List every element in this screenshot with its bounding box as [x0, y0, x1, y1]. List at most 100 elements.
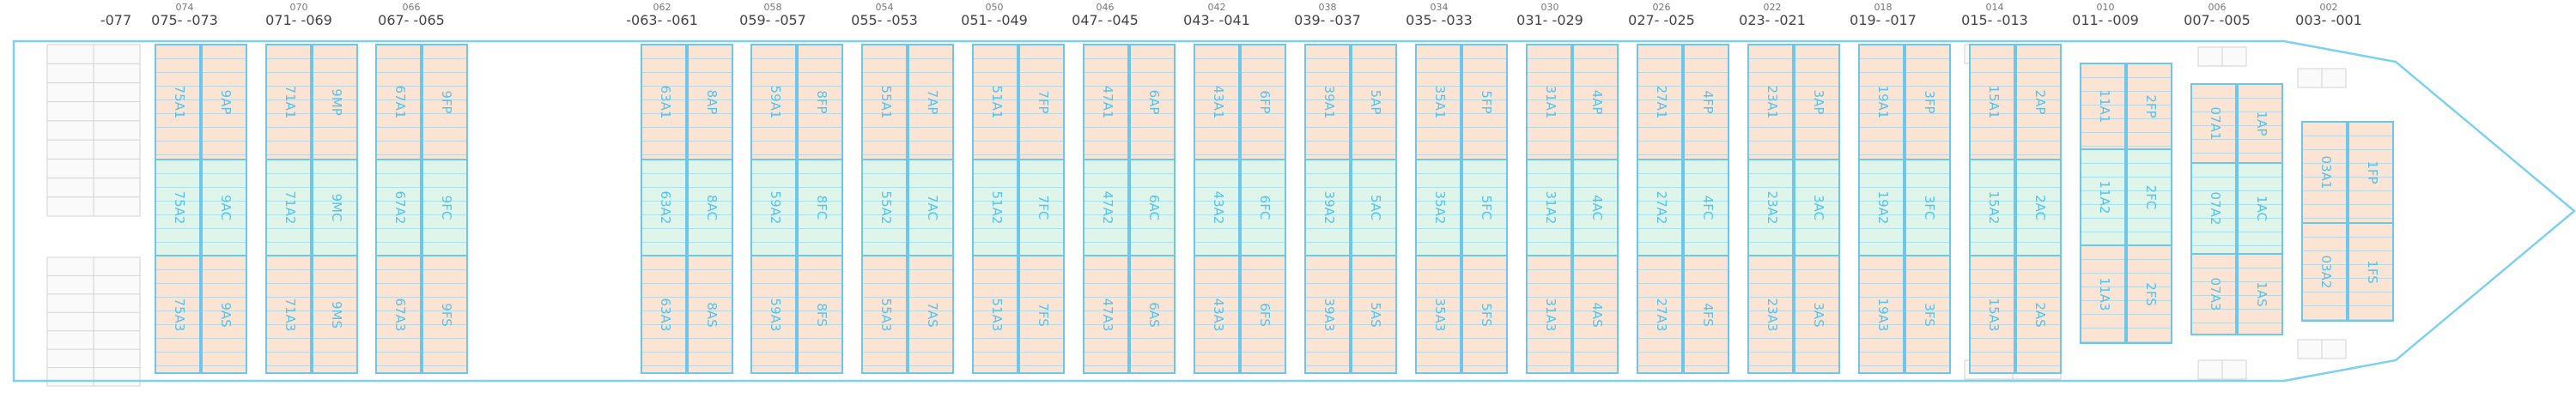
tank-cell[interactable]: 19A2 [1858, 160, 1905, 256]
tank-cell[interactable]: 39A3 [1304, 256, 1351, 373]
tank-cell[interactable]: 4FP [1683, 45, 1729, 160]
tank-cell[interactable]: 35A3 [1415, 256, 1461, 373]
tank-cell[interactable]: 43A1 [1194, 45, 1240, 160]
tank-cell[interactable]: 51A1 [972, 45, 1018, 160]
tank-cell[interactable]: 1AP [2237, 84, 2283, 163]
tank-cell[interactable]: 2AC [2015, 160, 2062, 256]
tank-cell[interactable]: 63A2 [641, 160, 687, 256]
tank-cell[interactable]: 31A1 [1526, 45, 1572, 160]
tank-cell[interactable]: 4AC [1572, 160, 1619, 256]
tank-cell[interactable]: 7AC [908, 160, 954, 256]
tank-cell[interactable]: 27A2 [1637, 160, 1683, 256]
tank-cell[interactable]: 07A2 [2190, 163, 2237, 254]
tank-cell[interactable]: 31A3 [1526, 256, 1572, 373]
tank-cell[interactable]: 1FP [2348, 122, 2394, 223]
tank-cell[interactable]: 39A2 [1304, 160, 1351, 256]
tank-cell[interactable]: 4FS [1683, 256, 1729, 373]
tank-cell[interactable]: 6AP [1129, 45, 1176, 160]
tank-cell[interactable]: 3FC [1905, 160, 1951, 256]
tank-cell[interactable]: 11A2 [2080, 149, 2126, 245]
tank-cell[interactable]: 75A2 [155, 160, 201, 256]
tank-cell[interactable]: 5AC [1351, 160, 1397, 256]
tank-cell[interactable]: 3FS [1905, 256, 1951, 373]
tank-cell[interactable]: 43A3 [1194, 256, 1240, 373]
tank-cell[interactable]: 15A2 [1969, 160, 2015, 256]
tank-cell[interactable]: 19A3 [1858, 256, 1905, 373]
tank-cell[interactable]: 1FS [2348, 223, 2394, 321]
tank-cell[interactable]: 35A2 [1415, 160, 1461, 256]
tank-cell[interactable]: 23A3 [1747, 256, 1794, 373]
tank-cell[interactable]: 75A1 [155, 45, 201, 160]
tank-cell[interactable]: 9AP [201, 45, 247, 160]
tank-cell[interactable]: 3AS [1794, 256, 1840, 373]
tank-cell[interactable]: 03A2 [2301, 223, 2348, 321]
tank-cell[interactable]: 1AS [2237, 254, 2283, 335]
tank-cell[interactable]: 07A3 [2190, 254, 2237, 335]
tank-cell[interactable]: 9FP [422, 45, 468, 160]
tank-cell[interactable]: 7AP [908, 45, 954, 160]
tank-cell[interactable]: 8AC [687, 160, 733, 256]
tank-cell[interactable]: 9FS [422, 256, 468, 373]
tank-cell[interactable]: 5FS [1461, 256, 1508, 373]
tank-cell[interactable]: 71A1 [265, 45, 312, 160]
tank-cell[interactable]: 8AS [687, 256, 733, 373]
tank-cell[interactable]: 47A3 [1083, 256, 1129, 373]
tank-cell[interactable]: 51A2 [972, 160, 1018, 256]
tank-cell[interactable]: 5AS [1351, 256, 1397, 373]
tank-cell[interactable]: 8FP [797, 45, 843, 160]
tank-cell[interactable]: 15A3 [1969, 256, 2015, 373]
tank-cell[interactable]: 3FP [1905, 45, 1951, 160]
tank-cell[interactable]: 31A2 [1526, 160, 1572, 256]
tank-cell[interactable]: 9AS [201, 256, 247, 373]
tank-cell[interactable]: 6FS [1240, 256, 1286, 373]
tank-cell[interactable]: 7AS [908, 256, 954, 373]
tank-cell[interactable]: 3AP [1794, 45, 1840, 160]
tank-cell[interactable]: 6FP [1240, 45, 1286, 160]
tank-cell[interactable]: 7FC [1018, 160, 1065, 256]
tank-cell[interactable]: 47A1 [1083, 45, 1129, 160]
tank-cell[interactable]: 9AC [201, 160, 247, 256]
tank-cell[interactable]: 39A1 [1304, 45, 1351, 160]
tank-cell[interactable]: 67A2 [375, 160, 422, 256]
tank-cell[interactable]: 23A1 [1747, 45, 1794, 160]
tank-cell[interactable]: 15A1 [1969, 45, 2015, 160]
tank-cell[interactable]: 71A2 [265, 160, 312, 256]
tank-cell[interactable]: 23A2 [1747, 160, 1794, 256]
tank-cell[interactable]: 4AP [1572, 45, 1619, 160]
tank-cell[interactable]: 8FC [797, 160, 843, 256]
tank-cell[interactable]: 1AC [2237, 163, 2283, 254]
tank-cell[interactable]: 11A1 [2080, 63, 2126, 149]
tank-cell[interactable]: 2FC [2126, 149, 2172, 245]
tank-cell[interactable]: 43A2 [1194, 160, 1240, 256]
tank-cell[interactable]: 63A1 [641, 45, 687, 160]
tank-cell[interactable]: 7FP [1018, 45, 1065, 160]
tank-cell[interactable]: 47A2 [1083, 160, 1129, 256]
tank-cell[interactable]: 9MP [312, 45, 358, 160]
tank-cell[interactable]: 5AP [1351, 45, 1397, 160]
tank-cell[interactable]: 2FS [2126, 245, 2172, 343]
tank-cell[interactable]: 9MS [312, 256, 358, 373]
tank-cell[interactable]: 4FC [1683, 160, 1729, 256]
tank-cell[interactable]: 59A1 [750, 45, 797, 160]
tank-cell[interactable]: 7FS [1018, 256, 1065, 373]
tank-cell[interactable]: 11A3 [2080, 245, 2126, 343]
tank-cell[interactable]: 9MC [312, 160, 358, 256]
tank-cell[interactable]: 55A1 [861, 45, 908, 160]
tank-cell[interactable]: 19A1 [1858, 45, 1905, 160]
tank-cell[interactable]: 8AP [687, 45, 733, 160]
tank-cell[interactable]: 35A1 [1415, 45, 1461, 160]
tank-cell[interactable]: 6FC [1240, 160, 1286, 256]
tank-cell[interactable]: 9FC [422, 160, 468, 256]
tank-cell[interactable]: 2FP [2126, 63, 2172, 149]
tank-cell[interactable]: 8FS [797, 256, 843, 373]
tank-cell[interactable]: 6AC [1129, 160, 1176, 256]
tank-cell[interactable]: 5FP [1461, 45, 1508, 160]
tank-cell[interactable]: 27A3 [1637, 256, 1683, 373]
tank-cell[interactable]: 51A3 [972, 256, 1018, 373]
tank-cell[interactable]: 03A1 [2301, 122, 2348, 223]
tank-cell[interactable]: 07A1 [2190, 84, 2237, 163]
tank-cell[interactable]: 4AS [1572, 256, 1619, 373]
tank-cell[interactable]: 55A3 [861, 256, 908, 373]
tank-cell[interactable]: 67A3 [375, 256, 422, 373]
tank-cell[interactable]: 63A3 [641, 256, 687, 373]
